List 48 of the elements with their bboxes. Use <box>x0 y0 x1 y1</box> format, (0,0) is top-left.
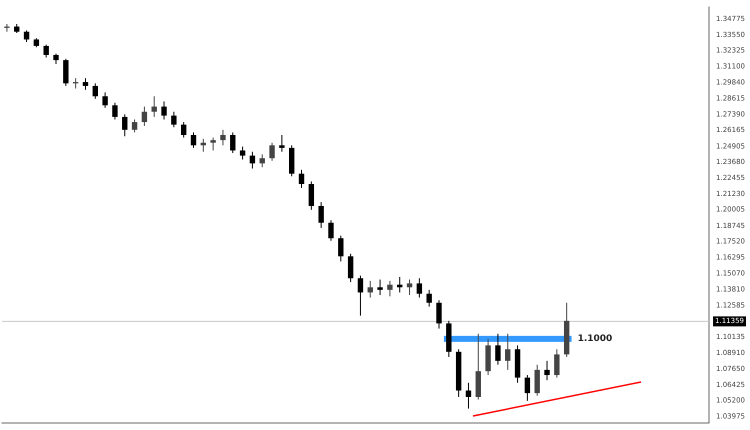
candlestick <box>122 114 128 137</box>
candlestick <box>368 280 373 298</box>
candlestick <box>318 202 324 228</box>
candlestick <box>240 146 246 160</box>
candlestick <box>348 253 354 283</box>
candlestick <box>190 132 196 148</box>
candlestick <box>230 132 236 154</box>
candlestick <box>34 38 40 48</box>
candlestick <box>495 333 501 366</box>
candlestick <box>358 275 364 316</box>
candlestick <box>328 220 334 242</box>
candlestick <box>43 44 49 58</box>
candlestick <box>210 137 216 151</box>
candlestick <box>554 348 560 378</box>
ref-line-label: 1.1000 <box>578 334 612 344</box>
candlestick <box>279 134 285 152</box>
candlestick <box>524 374 530 402</box>
candlestick <box>161 100 167 120</box>
candlestick <box>82 78 88 90</box>
candlestick <box>142 106 148 126</box>
candlestick <box>298 169 304 188</box>
candlestick <box>269 142 275 162</box>
candlestick <box>171 111 177 128</box>
candlestick <box>377 279 383 296</box>
candlestick <box>505 333 510 370</box>
candlestick <box>387 280 393 297</box>
candlestick <box>426 289 432 308</box>
candlestick <box>132 118 138 133</box>
candlestick <box>308 180 314 210</box>
candlestick <box>200 138 206 152</box>
candlestick <box>92 82 98 100</box>
candlestick <box>72 78 78 90</box>
candlestick <box>260 154 265 168</box>
candlestick <box>466 382 472 410</box>
candlestick <box>406 279 412 296</box>
candlestick <box>416 278 422 298</box>
candlestick <box>152 96 157 118</box>
candlestick <box>250 151 256 170</box>
candlestick <box>534 364 540 396</box>
candlestick <box>180 122 186 138</box>
candlestick <box>338 235 344 262</box>
candlestick <box>397 276 402 293</box>
candlestick <box>102 92 108 108</box>
candlestick <box>436 300 442 330</box>
candlestick <box>24 30 30 43</box>
candlestick <box>63 58 69 86</box>
candlestick <box>14 23 20 34</box>
candlestick <box>112 102 118 120</box>
